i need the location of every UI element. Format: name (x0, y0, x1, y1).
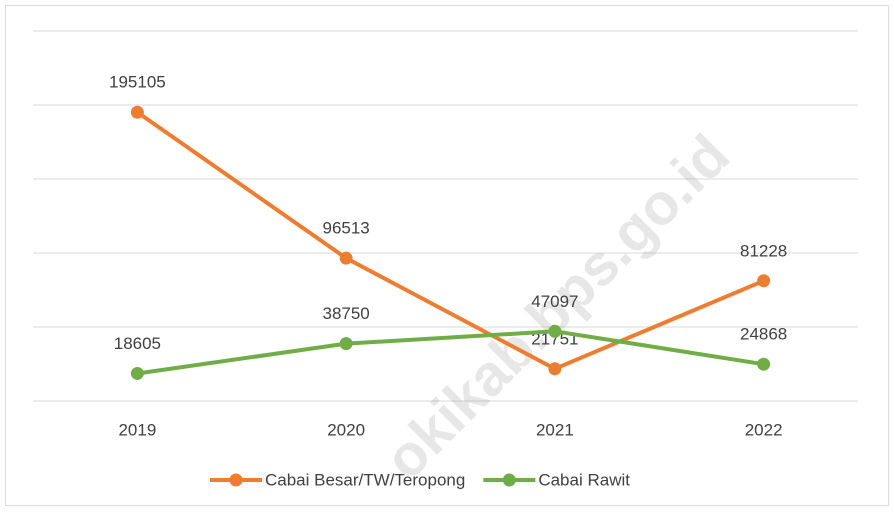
point (130, 366, 144, 380)
legend-marker (502, 473, 516, 487)
series-line (136, 110, 765, 371)
data-label: 96513 (322, 219, 369, 238)
point (548, 324, 562, 338)
legend-label: Cabai Besar/TW/Teropong (265, 470, 465, 489)
legend-label: Cabai Rawit (538, 470, 630, 489)
point (339, 337, 353, 351)
x-tick-label: 2020 (327, 420, 365, 439)
x-tick-label: 2019 (118, 420, 156, 439)
point (548, 362, 562, 376)
point (130, 105, 144, 119)
x-tick-label: 2021 (536, 420, 574, 439)
x-tick-label: 2022 (745, 420, 783, 439)
data-label: 81228 (740, 241, 787, 260)
point (339, 251, 353, 265)
point (757, 357, 771, 371)
data-label: 18605 (114, 334, 161, 353)
data-label: 24868 (740, 325, 787, 344)
data-label: 47097 (531, 292, 578, 311)
series-line (137, 329, 764, 376)
point (757, 274, 771, 288)
data-label: 195105 (109, 73, 166, 92)
chart-border (5, 5, 889, 506)
data-label: 38750 (322, 304, 369, 323)
legend-marker (229, 473, 243, 487)
